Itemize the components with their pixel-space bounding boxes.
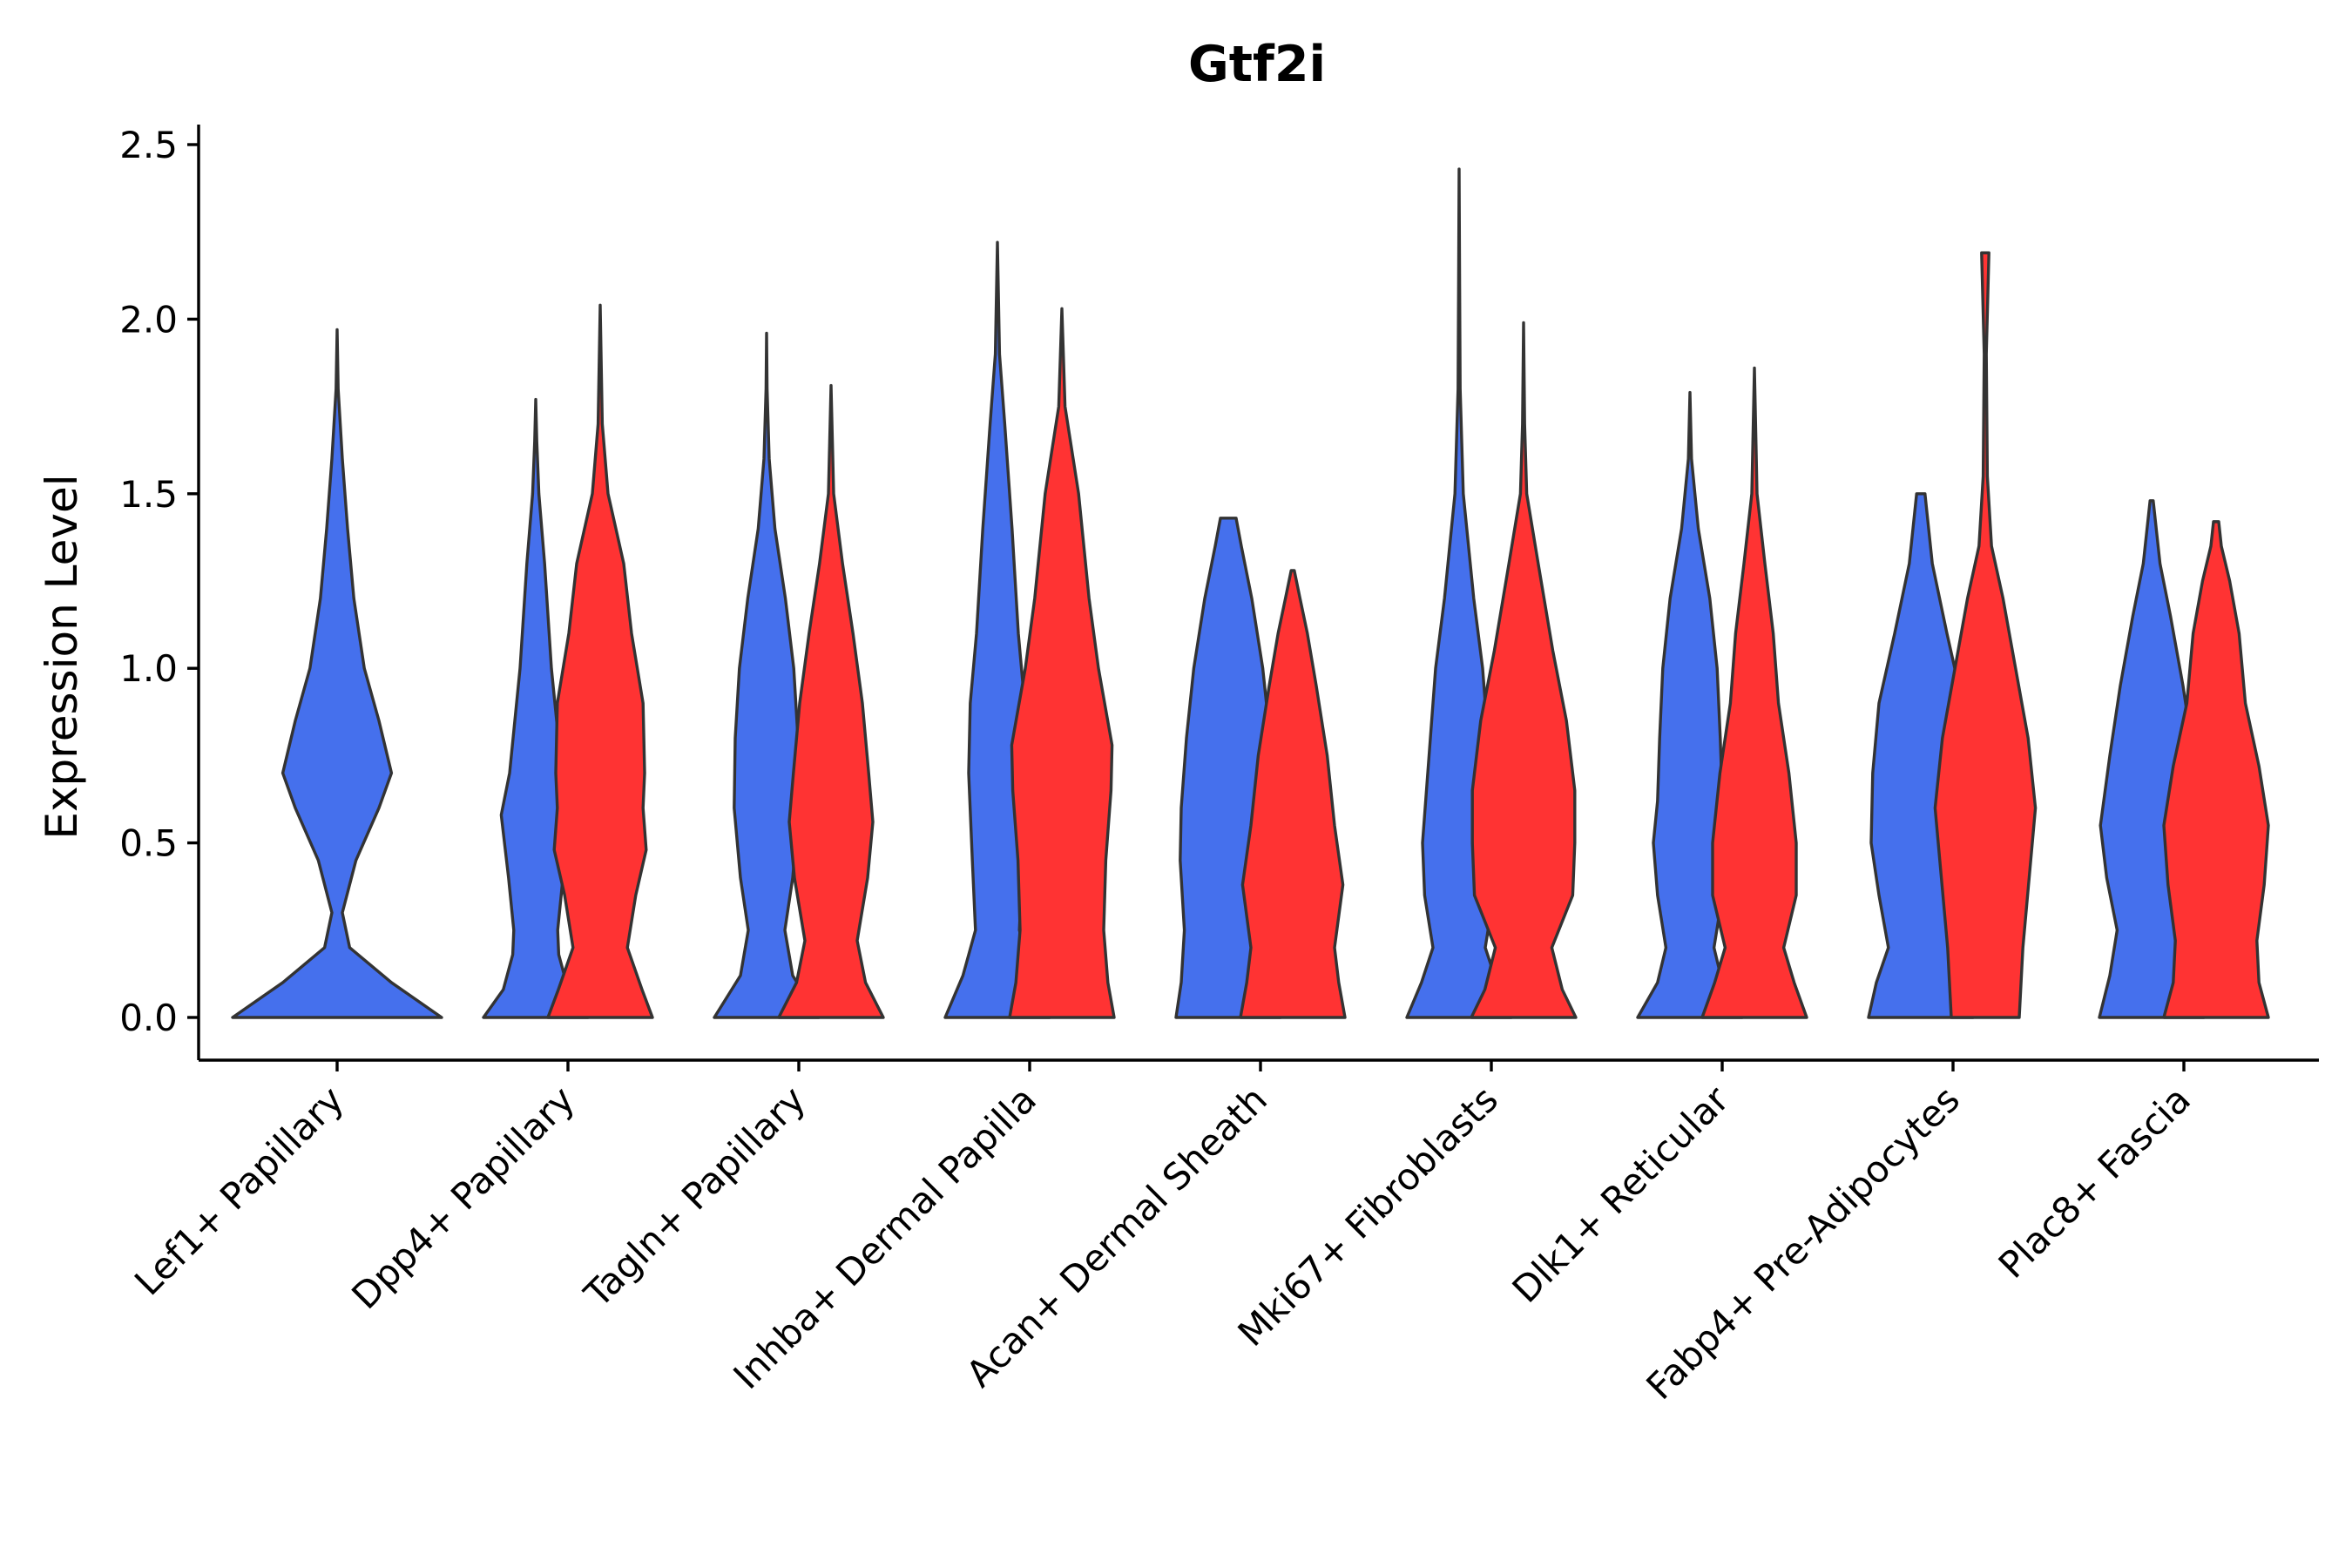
x-tick-label: Lef1+ Papillary [126,1078,352,1303]
y-tick-label: 1.0 [119,647,178,690]
x-tick-label: Dlk1+ Reticular [1504,1078,1738,1311]
violin-red-5 [1470,321,1578,1019]
violin-group [231,167,2270,1019]
y-axis-label: Expression Level [37,474,87,839]
y-tick-label: 0.5 [119,822,178,865]
violin-red-8 [2162,520,2270,1019]
x-tick-label: Dpp4+ Papillary [343,1078,583,1317]
y-tick-label: 1.5 [119,473,178,516]
violin-red-1 [546,303,654,1019]
violin-red-2 [777,383,885,1019]
x-tick-label: Tagln+ Papillary [576,1078,814,1315]
violin-blue-0 [231,328,443,1019]
y-tick-label: 0.0 [119,997,178,1039]
violin-red-3 [1008,307,1116,1019]
violin-red-4 [1239,569,1347,1019]
y-tick-label: 2.5 [119,124,178,166]
x-tick-label: Plac8+ Fascia [1990,1078,2199,1286]
violin-red-6 [1700,366,1808,1019]
violin-red-7 [1933,251,2038,1019]
y-tick-label: 2.0 [119,298,178,341]
chart-title: Gtf2i [1188,36,1326,93]
x-tick-label: Mki67+ Fibroblasts [1230,1078,1506,1354]
